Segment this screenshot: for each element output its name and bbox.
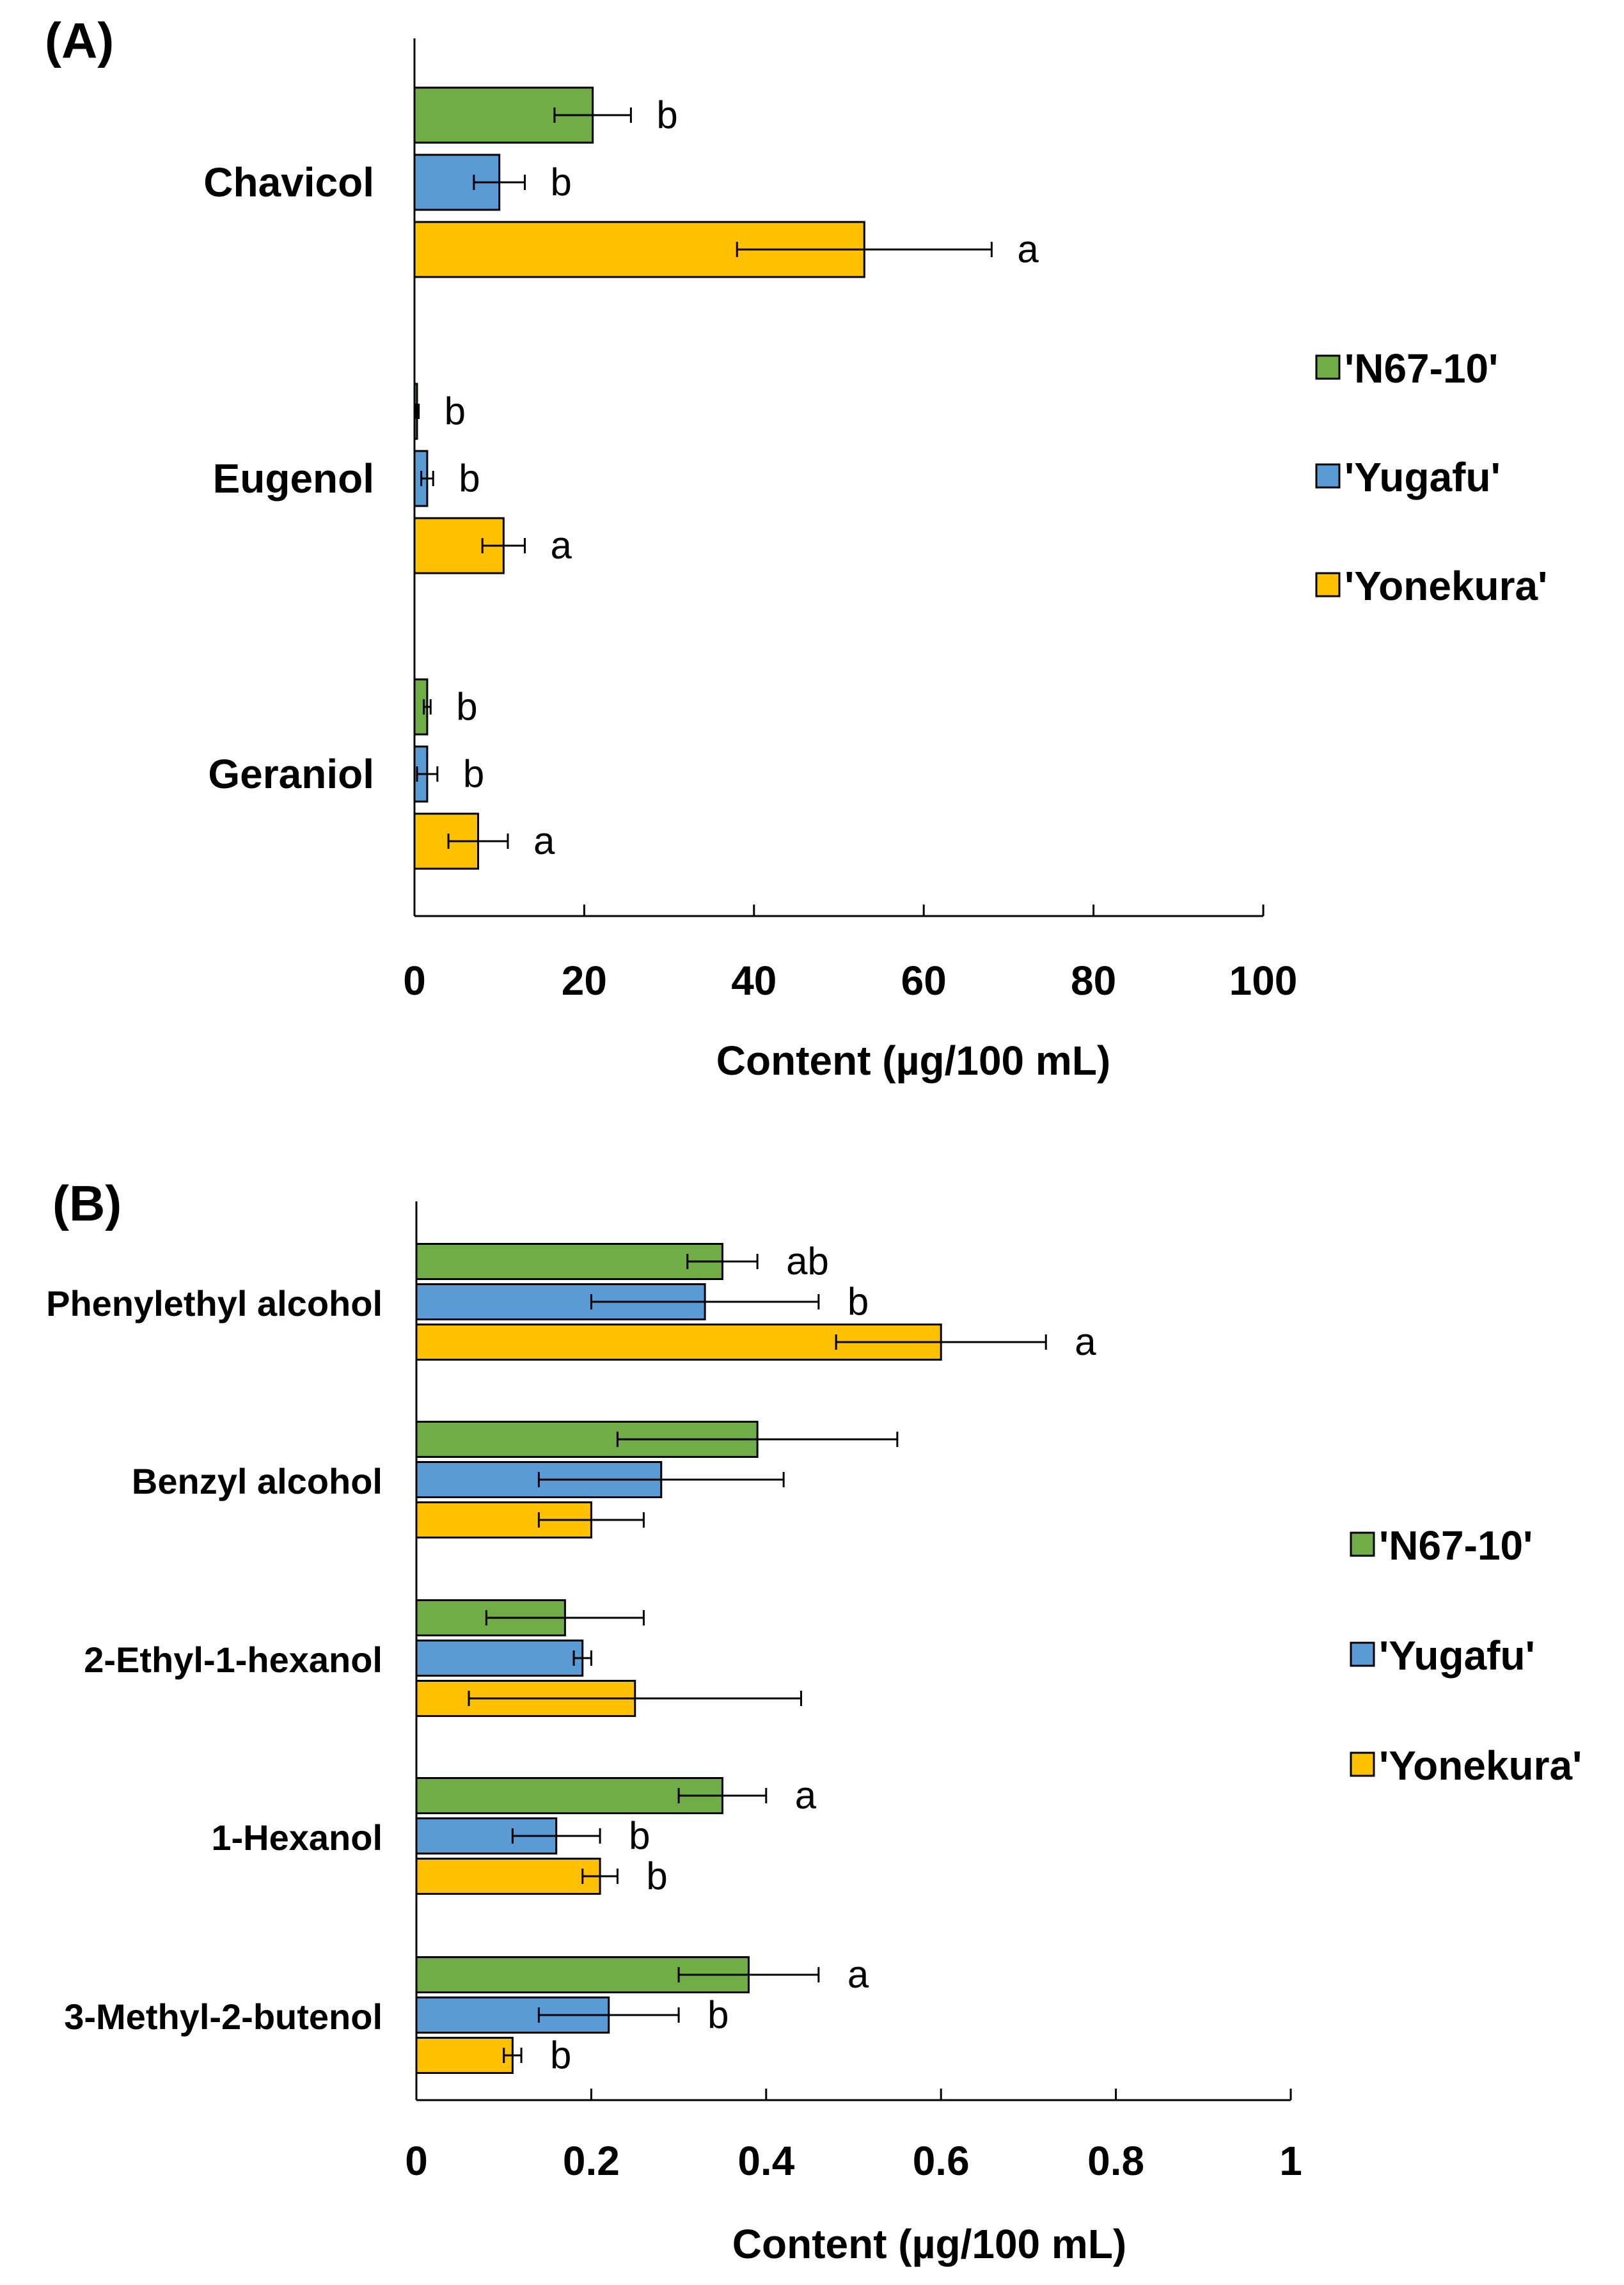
legend-label-yugafu: 'Yugafu' xyxy=(1344,454,1501,500)
legend-label-n67-10: 'N67-10' xyxy=(1344,345,1498,391)
panel-label: (A) xyxy=(45,12,114,68)
error-bar-2-ethyl-1-hexanol-n67-10 xyxy=(485,1610,645,1625)
category-label-eugenol: Eugenol xyxy=(213,455,374,502)
panel-label: (B) xyxy=(52,1175,122,1231)
significance-letter: b xyxy=(551,161,572,203)
error-bar-1-hexanol-yonekura xyxy=(581,1869,619,1884)
x-tick-label: 0.4 xyxy=(737,2138,794,2184)
legend-label-yugafu: 'Yugafu' xyxy=(1379,1633,1535,1679)
significance-letter: a xyxy=(847,1953,869,1996)
significance-letter: b xyxy=(445,390,466,432)
error-bar-phenylethyl-alcohol-yugafu xyxy=(590,1294,820,1309)
x-tick-label: 40 xyxy=(731,958,777,1004)
category-label-3-methyl-2-butenol: 3-Methyl-2-butenol xyxy=(64,1996,382,2037)
legend-swatch-n67-10 xyxy=(1350,1531,1375,1557)
significance-letter: b xyxy=(656,93,677,136)
error-bar-3-methyl-2-butenol-yugafu xyxy=(537,2007,680,2023)
category-label-2-ethyl-1-hexanol: 2-Ethyl-1-hexanol xyxy=(84,1640,382,1680)
significance-letter: b xyxy=(456,685,477,728)
error-bar-1-hexanol-n67-10 xyxy=(677,1788,768,1803)
error-bar-benzyl-alcohol-n67-10 xyxy=(616,1432,899,1447)
significance-letter: b xyxy=(646,1854,667,1897)
significance-letter: b xyxy=(629,1814,650,1857)
significance-letter: b xyxy=(550,2034,571,2076)
x-tick-label: 1 xyxy=(1279,2138,1302,2184)
x-tick-label: 0 xyxy=(403,958,426,1004)
error-bar-chavicol-n67-10 xyxy=(553,107,632,123)
significance-letter: b xyxy=(459,457,480,500)
legend-swatch-n67-10 xyxy=(1315,354,1341,380)
x-tick-label: 60 xyxy=(901,958,947,1004)
x-tick-label: 0 xyxy=(405,2138,428,2184)
category-label-1-hexanol: 1-Hexanol xyxy=(211,1817,382,1858)
error-bar-eugenol-yonekura xyxy=(481,538,526,553)
error-bar-geraniol-n67-10 xyxy=(423,699,432,715)
bar-1-hexanol-n67-10 xyxy=(415,1777,723,1814)
error-bar-benzyl-alcohol-yonekura xyxy=(537,1512,645,1528)
bar-3-methyl-2-butenol-yonekura xyxy=(415,2037,514,2074)
error-bar-1-hexanol-yugafu xyxy=(511,1828,601,1844)
x-tick-label: 80 xyxy=(1071,958,1116,1004)
error-bar-chavicol-yugafu xyxy=(473,175,526,190)
error-bar-phenylethyl-alcohol-n67-10 xyxy=(686,1254,759,1269)
bar-1-hexanol-yonekura xyxy=(415,1858,601,1895)
significance-letter: b xyxy=(847,1280,869,1323)
legend-label-yonekura: 'Yonekura' xyxy=(1344,563,1547,609)
significance-letter: a xyxy=(551,524,572,567)
significance-letter: a xyxy=(1075,1320,1096,1363)
legend-label-yonekura: 'Yonekura' xyxy=(1379,1743,1582,1789)
significance-letter: a xyxy=(533,819,555,862)
category-label-phenylethyl-alcohol: Phenylethyl alcohol xyxy=(46,1283,382,1324)
x-tick-label: 0.8 xyxy=(1087,2138,1144,2184)
legend-swatch-yugafu xyxy=(1350,1641,1375,1667)
error-bar-chavicol-yonekura xyxy=(736,242,993,257)
error-bar-3-methyl-2-butenol-n67-10 xyxy=(677,1967,820,1982)
category-label-benzyl-alcohol: Benzyl alcohol xyxy=(132,1461,382,1501)
legend-swatch-yonekura xyxy=(1315,572,1341,597)
error-bar-geraniol-yugafu xyxy=(416,766,439,782)
legend-swatch-yugafu xyxy=(1315,463,1341,489)
error-bar-2-ethyl-1-hexanol-yonekura xyxy=(468,1691,802,1706)
x-tick-label: 20 xyxy=(562,958,607,1004)
x-tick-label: 100 xyxy=(1229,958,1298,1004)
legend: 'N67-10' 'Yugafu' 'Yonekura' xyxy=(1315,345,1547,609)
legend-swatch-yonekura xyxy=(1350,1751,1375,1777)
significance-letter: b xyxy=(707,1993,729,2036)
x-axis-label: Content (µg/100 mL) xyxy=(716,1038,1110,1084)
x-axis-label: Content (µg/100 mL) xyxy=(732,2221,1126,2267)
error-bar-phenylethyl-alcohol-yonekura xyxy=(835,1334,1047,1350)
error-bar-3-methyl-2-butenol-yonekura xyxy=(503,2048,523,2063)
error-bar-geraniol-yonekura xyxy=(447,834,509,849)
error-bar-eugenol-yugafu xyxy=(420,471,434,486)
legend: 'N67-10' 'Yugafu' 'Yonekura' xyxy=(1350,1522,1582,1789)
legend-label-n67-10: 'N67-10' xyxy=(1379,1522,1533,1569)
significance-letter: a xyxy=(795,1774,817,1817)
bar-phenylethyl-alcohol-n67-10 xyxy=(415,1243,723,1280)
error-bar-2-ethyl-1-hexanol-yugafu xyxy=(572,1650,592,1666)
bar-2-ethyl-1-hexanol-yugafu xyxy=(415,1640,584,1677)
significance-letter: ab xyxy=(786,1240,829,1283)
significance-letter: b xyxy=(463,752,484,795)
significance-letter: a xyxy=(1017,228,1039,271)
category-label-chavicol: Chavicol xyxy=(203,159,374,205)
x-tick-label: 0.6 xyxy=(913,2138,970,2184)
category-label-geraniol: Geraniol xyxy=(208,751,374,797)
x-tick-label: 0.2 xyxy=(563,2138,620,2184)
error-bar-benzyl-alcohol-yugafu xyxy=(537,1472,785,1487)
